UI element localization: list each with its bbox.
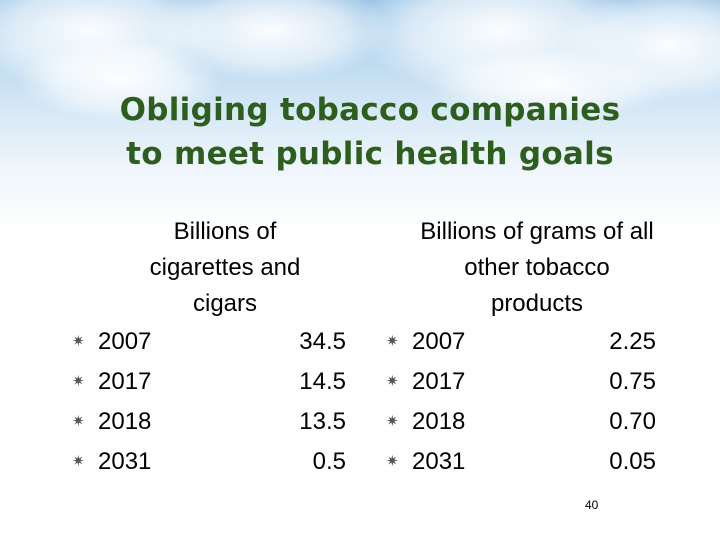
value-label: 13.5 bbox=[299, 408, 346, 435]
value-label: 0.05 bbox=[609, 448, 656, 475]
other-tobacco-column: Billions of grams of all other tobacco p… bbox=[386, 214, 662, 482]
list-item: ✷ 2007 34.5 bbox=[72, 322, 352, 362]
cloud-decoration bbox=[20, 40, 220, 120]
value-label: 2.25 bbox=[609, 328, 656, 355]
list-item: ✷ 2018 0.70 bbox=[386, 402, 662, 442]
list-item: ✷ 2031 0.05 bbox=[386, 442, 662, 482]
slide-title: Obliging tobacco companies to meet publi… bbox=[60, 88, 680, 176]
list-item: ✷ 2007 2.25 bbox=[386, 322, 662, 362]
asterisk-bullet-icon: ✷ bbox=[386, 373, 399, 390]
other-tobacco-heading: Billions of grams of all other tobacco p… bbox=[420, 218, 654, 317]
list-item: ✷ 2031 0.5 bbox=[72, 442, 352, 482]
asterisk-bullet-icon: ✷ bbox=[386, 413, 399, 430]
cigarettes-heading: Billions of cigarettes and cigars bbox=[149, 218, 301, 317]
value-label: 0.5 bbox=[312, 448, 346, 475]
asterisk-bullet-icon: ✷ bbox=[72, 453, 85, 470]
year-label: 2007 bbox=[412, 328, 466, 355]
title-line-2: to meet public health goals bbox=[126, 136, 614, 172]
year-label: 2031 bbox=[412, 448, 466, 475]
list-item: ✷ 2017 0.75 bbox=[386, 362, 662, 402]
title-line-1: Obliging tobacco companies bbox=[119, 92, 621, 128]
year-label: 2007 bbox=[98, 328, 152, 355]
page-number: 40 bbox=[585, 498, 599, 512]
year-label: 2017 bbox=[412, 368, 466, 395]
list-item: ✷ 2018 13.5 bbox=[72, 402, 352, 442]
other-tobacco-list: ✷ 2007 2.25 ✷ 2017 0.75 ✷ 2018 0.70 ✷ 20… bbox=[386, 322, 662, 482]
year-label: 2017 bbox=[98, 368, 152, 395]
year-label: 2018 bbox=[98, 408, 152, 435]
cloud-decoration bbox=[430, 50, 670, 120]
asterisk-bullet-icon: ✷ bbox=[386, 333, 399, 350]
value-label: 14.5 bbox=[299, 368, 346, 395]
asterisk-bullet-icon: ✷ bbox=[72, 333, 85, 350]
value-label: 0.75 bbox=[609, 368, 656, 395]
year-label: 2018 bbox=[412, 408, 466, 435]
sky-background bbox=[0, 0, 720, 230]
asterisk-bullet-icon: ✷ bbox=[386, 453, 399, 470]
value-label: 0.70 bbox=[609, 408, 656, 435]
cigarettes-column: Billions of cigarettes and cigars ✷ 2007… bbox=[72, 214, 352, 482]
asterisk-bullet-icon: ✷ bbox=[72, 413, 85, 430]
value-label: 34.5 bbox=[299, 328, 346, 355]
cigarettes-list: ✷ 2007 34.5 ✷ 2017 14.5 ✷ 2018 13.5 ✷ 20… bbox=[72, 322, 352, 482]
asterisk-bullet-icon: ✷ bbox=[72, 373, 85, 390]
list-item: ✷ 2017 14.5 bbox=[72, 362, 352, 402]
year-label: 2031 bbox=[98, 448, 152, 475]
